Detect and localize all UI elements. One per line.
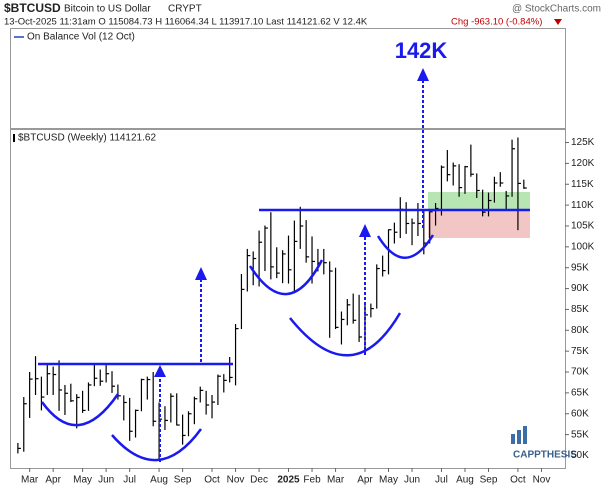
y-tick-label: 50K — [571, 450, 589, 461]
arrow-head — [417, 68, 429, 81]
y-tick-label: 80K — [571, 325, 589, 336]
y-tick-label: 75K — [571, 346, 589, 357]
price-panel — [10, 129, 566, 469]
y-tick-label: 85K — [571, 304, 589, 315]
cup-arc — [289, 312, 402, 357]
quote: 13-Oct-2025 11:31am O 115084.73 H 116064… — [4, 17, 368, 28]
source: @ StockCharts.com — [512, 4, 601, 15]
x-tick-label: Jun — [404, 475, 420, 486]
y-tick-label: 105K — [571, 221, 595, 232]
x-tick-label: Apr — [357, 475, 373, 486]
series-label: $BTCUSD (Weekly) 114121.62 — [18, 133, 156, 144]
cup-arc — [376, 234, 435, 259]
x-tick-label: Sep — [480, 475, 498, 486]
x-tick-label: Dec — [250, 475, 268, 486]
series-swatch — [13, 134, 15, 142]
x-tick-label: Feb — [303, 475, 321, 486]
y-tick-label: 60K — [571, 408, 589, 419]
y-tick-label: 100K — [571, 241, 595, 252]
y-tick-label: 125K — [571, 137, 595, 148]
x-tick-label: Nov — [533, 475, 551, 486]
arrow-head — [359, 224, 371, 237]
arrow-head — [154, 365, 166, 377]
x-tick-label: Jun — [98, 475, 114, 486]
x-tick-label: Mar — [327, 475, 345, 486]
indicator-label: On Balance Vol (12 Oct) — [27, 32, 135, 43]
cup-arc — [40, 393, 120, 427]
indicator-panel — [10, 28, 566, 129]
logo-icon — [511, 426, 527, 444]
y-tick-label: 115K — [571, 179, 594, 190]
x-tick-label: Aug — [150, 475, 168, 486]
x-tick-label: Jul — [123, 475, 136, 486]
logo: CAPPTHESIS — [513, 450, 577, 461]
x-tick-label: May — [73, 475, 92, 486]
y-tick-label: 90K — [571, 283, 589, 294]
x-tick-label: Apr — [45, 475, 61, 486]
support-zone — [428, 192, 530, 210]
x-tick-label: May — [379, 475, 398, 486]
x-tick-label: Mar — [21, 475, 39, 486]
y-tick-label: 65K — [571, 388, 589, 399]
exchange: CRYPT — [168, 4, 202, 15]
x-tick-label: Oct — [204, 475, 220, 486]
arrow-head — [195, 267, 207, 280]
x-tick-label: Aug — [456, 475, 474, 486]
cup-arc — [248, 259, 324, 296]
down-marker — [554, 19, 562, 25]
x-tick-label: Nov — [227, 475, 245, 486]
x-tick-label: Sep — [174, 475, 192, 486]
risk-zone — [428, 210, 530, 238]
y-tick-label: 55K — [571, 429, 589, 440]
symbol: $BTCUSD — [4, 1, 61, 15]
change: Chg -963.10 (-0.84%) — [451, 17, 542, 28]
y-tick-label: 120K — [571, 158, 595, 169]
x-tick-label: Jul — [435, 475, 448, 486]
y-tick-label: 110K — [571, 200, 594, 211]
cup-arc — [111, 428, 203, 462]
target-label: 142K — [395, 38, 448, 63]
x-tick-label: 2025 — [277, 475, 300, 486]
y-tick-label: 95K — [571, 262, 589, 273]
x-tick-label: Oct — [510, 475, 526, 486]
instrument-name: Bitcoin to US Dollar — [64, 4, 151, 15]
y-tick-label: 70K — [571, 367, 589, 378]
